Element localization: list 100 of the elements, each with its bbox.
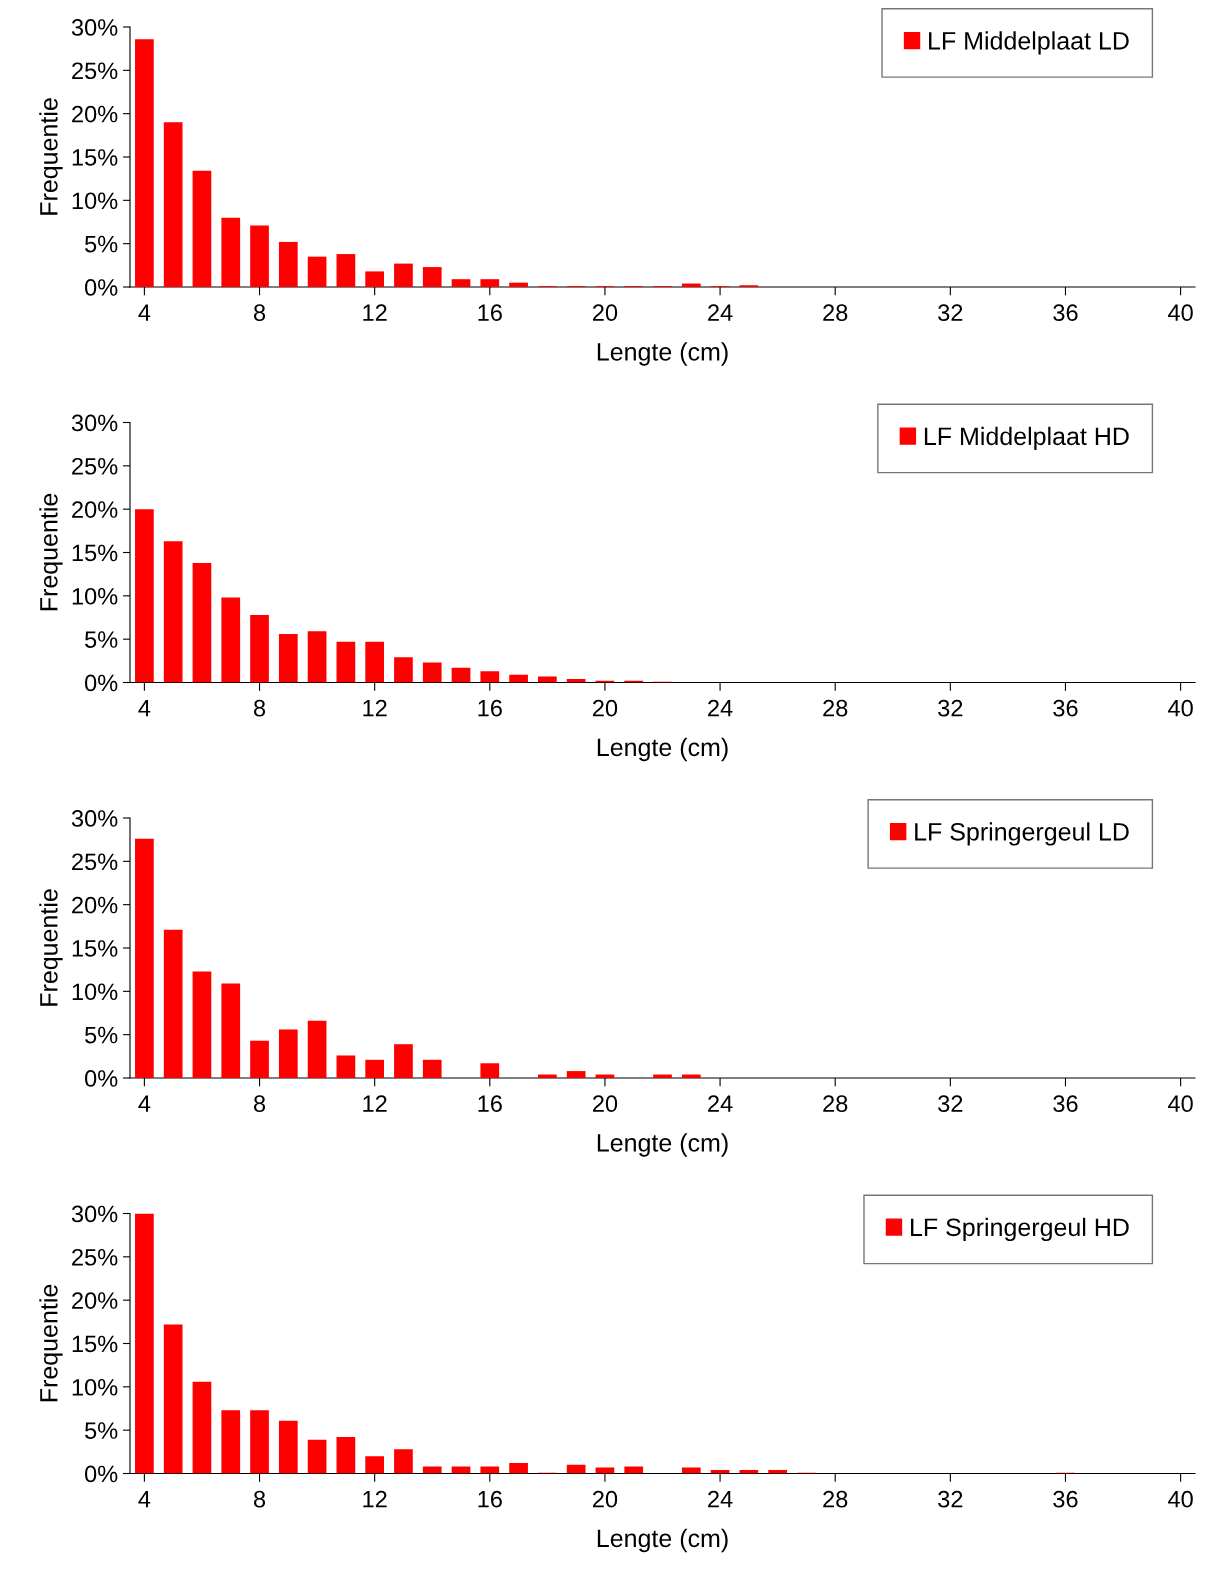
y-axis-title: Frequentie xyxy=(39,98,63,215)
bar xyxy=(681,1467,701,1474)
bar xyxy=(451,279,471,287)
y-tick-label: 5% xyxy=(85,631,118,648)
bar xyxy=(221,1410,241,1474)
legend-label: LF Middelplaat LD xyxy=(929,31,1129,55)
bar xyxy=(192,562,212,683)
bar xyxy=(135,1213,154,1474)
y-tick-label: 10% xyxy=(72,1378,118,1396)
y-tick-label: 0% xyxy=(84,279,118,296)
bar xyxy=(509,674,528,683)
x-tick-label: 32 xyxy=(938,304,963,322)
x-tick-label: 24 xyxy=(708,1490,733,1508)
y-tick-label: 20% xyxy=(72,896,118,914)
bar xyxy=(509,282,528,287)
y-tick-label: 10% xyxy=(72,983,118,1001)
bar xyxy=(278,1420,298,1474)
x-tick-label: 20 xyxy=(592,304,618,322)
y-tick-label: 5% xyxy=(85,235,118,253)
legend-label: LF Springergeul LD xyxy=(915,822,1129,846)
y-tick-label: 30% xyxy=(71,19,118,36)
y-tick-label: 15% xyxy=(72,1335,118,1353)
y-tick-label: 0% xyxy=(84,1070,118,1087)
x-tick-label: 8 xyxy=(253,699,266,717)
bar xyxy=(307,256,327,287)
y-tick-label: 25% xyxy=(72,853,118,871)
bar xyxy=(278,1029,298,1078)
bar xyxy=(365,641,385,683)
bar xyxy=(336,1055,356,1078)
bar xyxy=(480,1063,500,1078)
bar xyxy=(250,1040,269,1078)
x-tick-label: 8 xyxy=(253,1095,266,1113)
x-tick-label: 40 xyxy=(1168,1095,1193,1113)
x-tick-label: 32 xyxy=(938,1095,963,1113)
x-tick-label: 36 xyxy=(1053,1095,1078,1113)
bar xyxy=(163,929,183,1078)
y-tick-label: 25% xyxy=(72,457,118,475)
bar xyxy=(336,1437,356,1474)
x-tick-label: 20 xyxy=(592,1095,618,1113)
x-tick-label: 32 xyxy=(938,699,963,717)
x-tick-label: 40 xyxy=(1168,304,1193,322)
bar xyxy=(221,597,241,683)
y-tick-label: 20% xyxy=(72,1292,118,1309)
y-tick-label: 10% xyxy=(72,192,118,210)
x-tick-label: 12 xyxy=(363,699,387,717)
y-tick-label: 15% xyxy=(72,544,118,562)
bar xyxy=(278,633,298,683)
legend-label: LF Springergeul HD xyxy=(911,1217,1129,1242)
bar xyxy=(192,170,212,287)
y-tick-label: 0% xyxy=(84,674,118,692)
bar xyxy=(163,541,183,683)
bar xyxy=(221,217,241,287)
y-tick-label: 30% xyxy=(71,1205,118,1223)
bar xyxy=(336,641,356,683)
bar xyxy=(250,225,269,287)
y-tick-label: 5% xyxy=(85,1422,118,1439)
x-tick-label: 28 xyxy=(823,304,848,322)
bar xyxy=(566,1071,586,1078)
x-tick-label: 16 xyxy=(478,304,502,322)
x-tick-label: 12 xyxy=(363,1490,387,1508)
bar xyxy=(538,676,557,683)
legend-label: LF Middelplaat HD xyxy=(924,426,1129,451)
y-tick-label: 20% xyxy=(72,501,118,518)
bar xyxy=(595,1467,615,1474)
bar xyxy=(192,1381,212,1474)
bar xyxy=(192,971,212,1078)
bar xyxy=(509,1463,528,1474)
bar xyxy=(394,1449,413,1474)
bar xyxy=(480,279,500,287)
bar xyxy=(278,241,298,287)
y-tick-label: 0% xyxy=(84,1465,118,1483)
x-tick-label: 32 xyxy=(938,1490,963,1508)
x-tick-label: 16 xyxy=(478,1490,502,1508)
y-axis-title: Frequentie xyxy=(39,493,63,611)
x-tick-label: 16 xyxy=(478,1095,502,1113)
x-tick-label: 20 xyxy=(592,699,618,717)
x-tick-label: 40 xyxy=(1168,1490,1193,1508)
x-tick-label: 28 xyxy=(823,1490,848,1508)
x-tick-label: 8 xyxy=(253,304,266,322)
y-tick-label: 25% xyxy=(72,62,118,80)
y-tick-label: 15% xyxy=(72,149,118,166)
x-tick-label: 4 xyxy=(138,700,151,717)
x-tick-label: 36 xyxy=(1053,304,1078,322)
y-tick-label: 30% xyxy=(71,414,118,432)
x-axis-title: Lengte (cm) xyxy=(597,342,728,366)
y-tick-label: 30% xyxy=(71,810,118,827)
bar xyxy=(422,662,442,683)
x-tick-label: 8 xyxy=(253,1490,266,1508)
bar xyxy=(451,667,471,683)
bar xyxy=(250,614,269,683)
x-tick-label: 12 xyxy=(363,1095,387,1112)
y-axis-title: Frequentie xyxy=(39,889,63,1006)
x-axis-title: Lengte (cm) xyxy=(597,1133,728,1157)
bar xyxy=(394,263,413,287)
bar xyxy=(394,1044,413,1078)
bar xyxy=(365,271,385,287)
x-axis-title: Lengte (cm) xyxy=(597,737,728,762)
x-tick-label: 12 xyxy=(363,304,387,321)
y-axis-title: Frequentie xyxy=(39,1284,63,1402)
bar xyxy=(307,631,327,683)
